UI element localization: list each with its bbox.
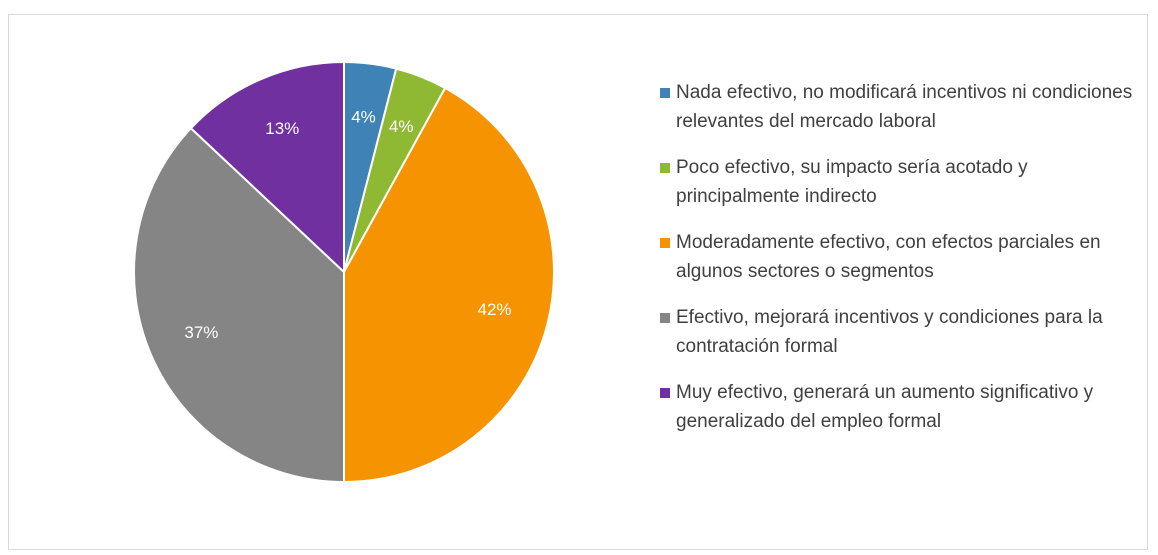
legend-swatch — [660, 313, 670, 323]
legend-label: Nada efectivo, no modificará incentivos … — [676, 82, 1133, 132]
pie-slice — [133, 126, 345, 484]
data-label: 4% — [389, 117, 414, 136]
data-label: 42% — [478, 300, 512, 319]
legend-label: Moderadamente efectivo, con efectos parc… — [676, 232, 1101, 282]
legend-item: Muy efectivo, generará un aumento signif… — [660, 378, 1140, 436]
data-label: 13% — [265, 119, 299, 138]
legend-item: Poco efectivo, su impacto sería acotado … — [660, 153, 1140, 211]
legend-item: Moderadamente efectivo, con efectos parc… — [660, 228, 1140, 286]
legend-swatch — [660, 238, 670, 248]
data-label: 37% — [184, 323, 218, 342]
legend-swatch — [660, 88, 670, 98]
legend-label: Efectivo, mejorará incentivos y condicio… — [676, 307, 1103, 357]
pie-slice — [189, 60, 345, 275]
legend-item: Efectivo, mejorará incentivos y condicio… — [660, 303, 1140, 361]
legend-swatch — [660, 163, 670, 173]
chart-frame — [8, 14, 1148, 550]
legend-label: Poco efectivo, su impacto sería acotado … — [676, 157, 1028, 207]
pie-slice — [343, 86, 555, 484]
data-label: 4% — [351, 107, 376, 126]
legend-item: Nada efectivo, no modificará incentivos … — [660, 78, 1140, 136]
legend-swatch — [660, 388, 670, 398]
legend-label: Muy efectivo, generará un aumento signif… — [676, 382, 1094, 432]
legend: Nada efectivo, no modificará incentivos … — [660, 78, 1140, 436]
